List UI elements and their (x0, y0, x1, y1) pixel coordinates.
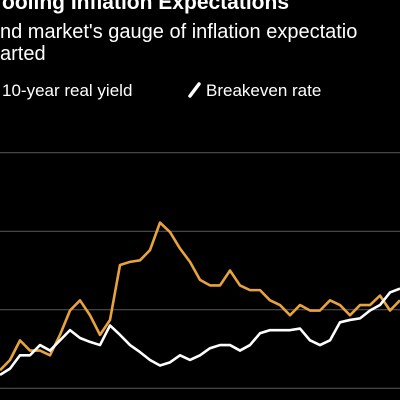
legend-label: 10-year real yield (2, 81, 132, 100)
chart-title: ooling Inflation Expectations (2, 0, 289, 14)
chart-subtitle: arted (0, 43, 46, 65)
legend-swatch (188, 82, 201, 98)
chart-subtitle: nd market's gauge of inflation expectati… (0, 21, 357, 43)
plot-area (0, 221, 400, 376)
legend-label: Breakeven rate (206, 81, 321, 100)
legend: 10-year real yield Breakeven rate (2, 81, 321, 100)
series-line (0, 287, 400, 376)
grid (0, 152, 400, 389)
series-line (0, 221, 400, 372)
